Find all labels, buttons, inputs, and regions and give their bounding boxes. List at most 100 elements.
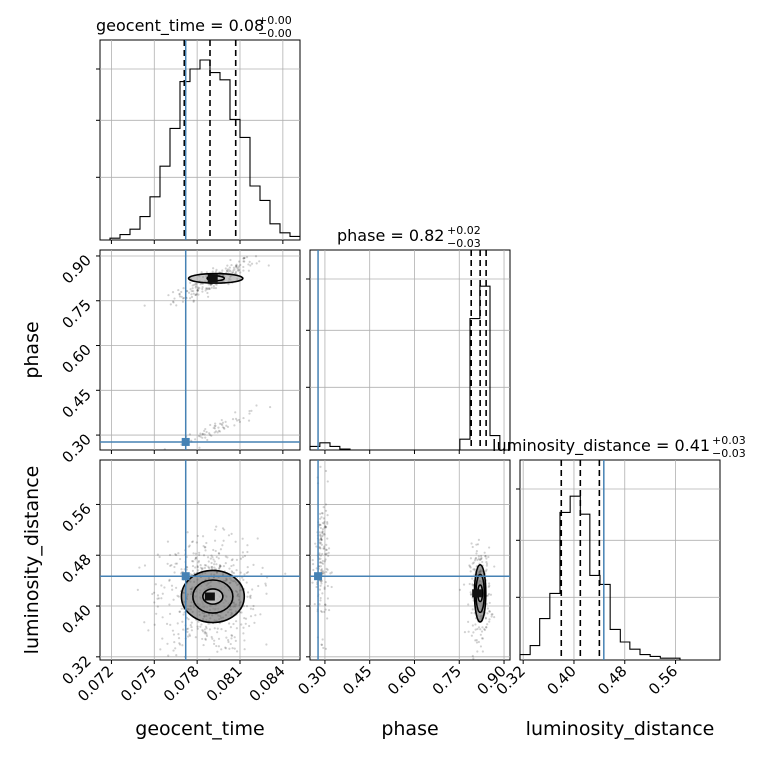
sample-point [480, 637, 484, 640]
sample-point [194, 283, 197, 286]
y-tick-label: 0.48 [58, 550, 94, 586]
sample-point [463, 631, 467, 634]
sample-point [194, 566, 197, 569]
sample-point [242, 578, 245, 581]
sample-point [206, 556, 210, 559]
sample-point [484, 555, 487, 558]
sample-point [155, 612, 158, 615]
sample-point [197, 620, 200, 623]
sample-point [219, 548, 223, 551]
sample-point [194, 285, 198, 288]
sample-point [320, 643, 323, 646]
title-phase-lower: −0.03 [447, 237, 481, 250]
sample-point [210, 561, 213, 565]
sample-point [192, 299, 195, 302]
sample-point [313, 602, 316, 606]
sample-point [231, 647, 234, 650]
sample-point [323, 526, 326, 529]
sample-point [224, 629, 227, 633]
sample-point [471, 608, 474, 611]
sample-point [484, 555, 487, 558]
sample-point [239, 263, 242, 267]
sample-point [326, 537, 329, 540]
sample-point [490, 615, 493, 618]
sample-point [178, 292, 181, 295]
sample-point [213, 627, 216, 630]
sample-point [222, 565, 226, 568]
sample-point [319, 542, 322, 545]
sample-point [231, 418, 235, 421]
sample-point [199, 564, 202, 567]
sample-point [322, 517, 325, 520]
sample-point [256, 537, 259, 540]
sample-point [484, 617, 488, 620]
sample-point [187, 618, 190, 621]
sample-point [467, 620, 470, 623]
sample-point [320, 535, 323, 538]
sample-point [234, 639, 237, 643]
sample-point [202, 643, 205, 647]
sample-point [208, 433, 212, 436]
sample-point [250, 409, 253, 412]
sample-point [487, 594, 490, 597]
sample-point [324, 526, 327, 529]
sample-point [161, 637, 164, 640]
sample-point [258, 260, 261, 263]
sample-point [255, 262, 258, 265]
sample-point [223, 427, 226, 430]
sample-point [157, 597, 160, 600]
sample-point [321, 552, 324, 556]
sample-point [190, 290, 193, 293]
sample-point [192, 289, 195, 293]
sample-point [224, 267, 227, 270]
sample-point [230, 570, 233, 573]
sample-point [136, 588, 139, 591]
sample-point [182, 287, 185, 290]
sample-point [315, 585, 318, 589]
sample-point [248, 409, 251, 413]
sample-point [243, 573, 246, 576]
sample-point [321, 528, 324, 531]
sample-point [491, 613, 494, 616]
title-luminosity-distance-lower: −0.03 [712, 447, 746, 460]
sample-point [224, 420, 227, 423]
sample-point [458, 588, 462, 591]
sample-point [241, 555, 245, 559]
y-tick-label: 0.90 [58, 251, 94, 287]
sample-point [311, 558, 314, 562]
sample-point [230, 263, 233, 267]
sample-point [471, 584, 474, 587]
sample-point [245, 571, 248, 575]
sample-point [330, 571, 333, 574]
sample-point [188, 297, 192, 300]
sample-point [248, 260, 251, 263]
sample-point [321, 592, 324, 595]
sample-point [172, 300, 175, 303]
sample-point [212, 426, 215, 430]
title-phase: phase = 0.82 [337, 226, 444, 245]
sample-point [471, 545, 474, 549]
sample-point [185, 627, 189, 631]
sample-point [321, 521, 324, 525]
sample-point [232, 271, 235, 274]
sample-point [221, 423, 224, 427]
sample-point [216, 631, 219, 634]
sample-point [474, 556, 478, 560]
sample-point [324, 603, 327, 606]
sample-point [228, 647, 231, 650]
sample-point [485, 564, 489, 567]
title-geocent-time-lower: −0.00 [258, 27, 292, 40]
sample-point [189, 573, 192, 576]
sample-point [216, 627, 219, 630]
sample-point [224, 562, 227, 565]
sample-point [224, 647, 228, 650]
title-geocent-time: geocent_time = 0.08 [96, 16, 264, 36]
sample-point [212, 548, 215, 552]
sample-point [311, 563, 315, 566]
sample-point [232, 269, 235, 272]
sample-point [487, 555, 490, 559]
sample-point [230, 634, 233, 637]
sample-point [325, 567, 328, 570]
sample-point [483, 551, 486, 554]
